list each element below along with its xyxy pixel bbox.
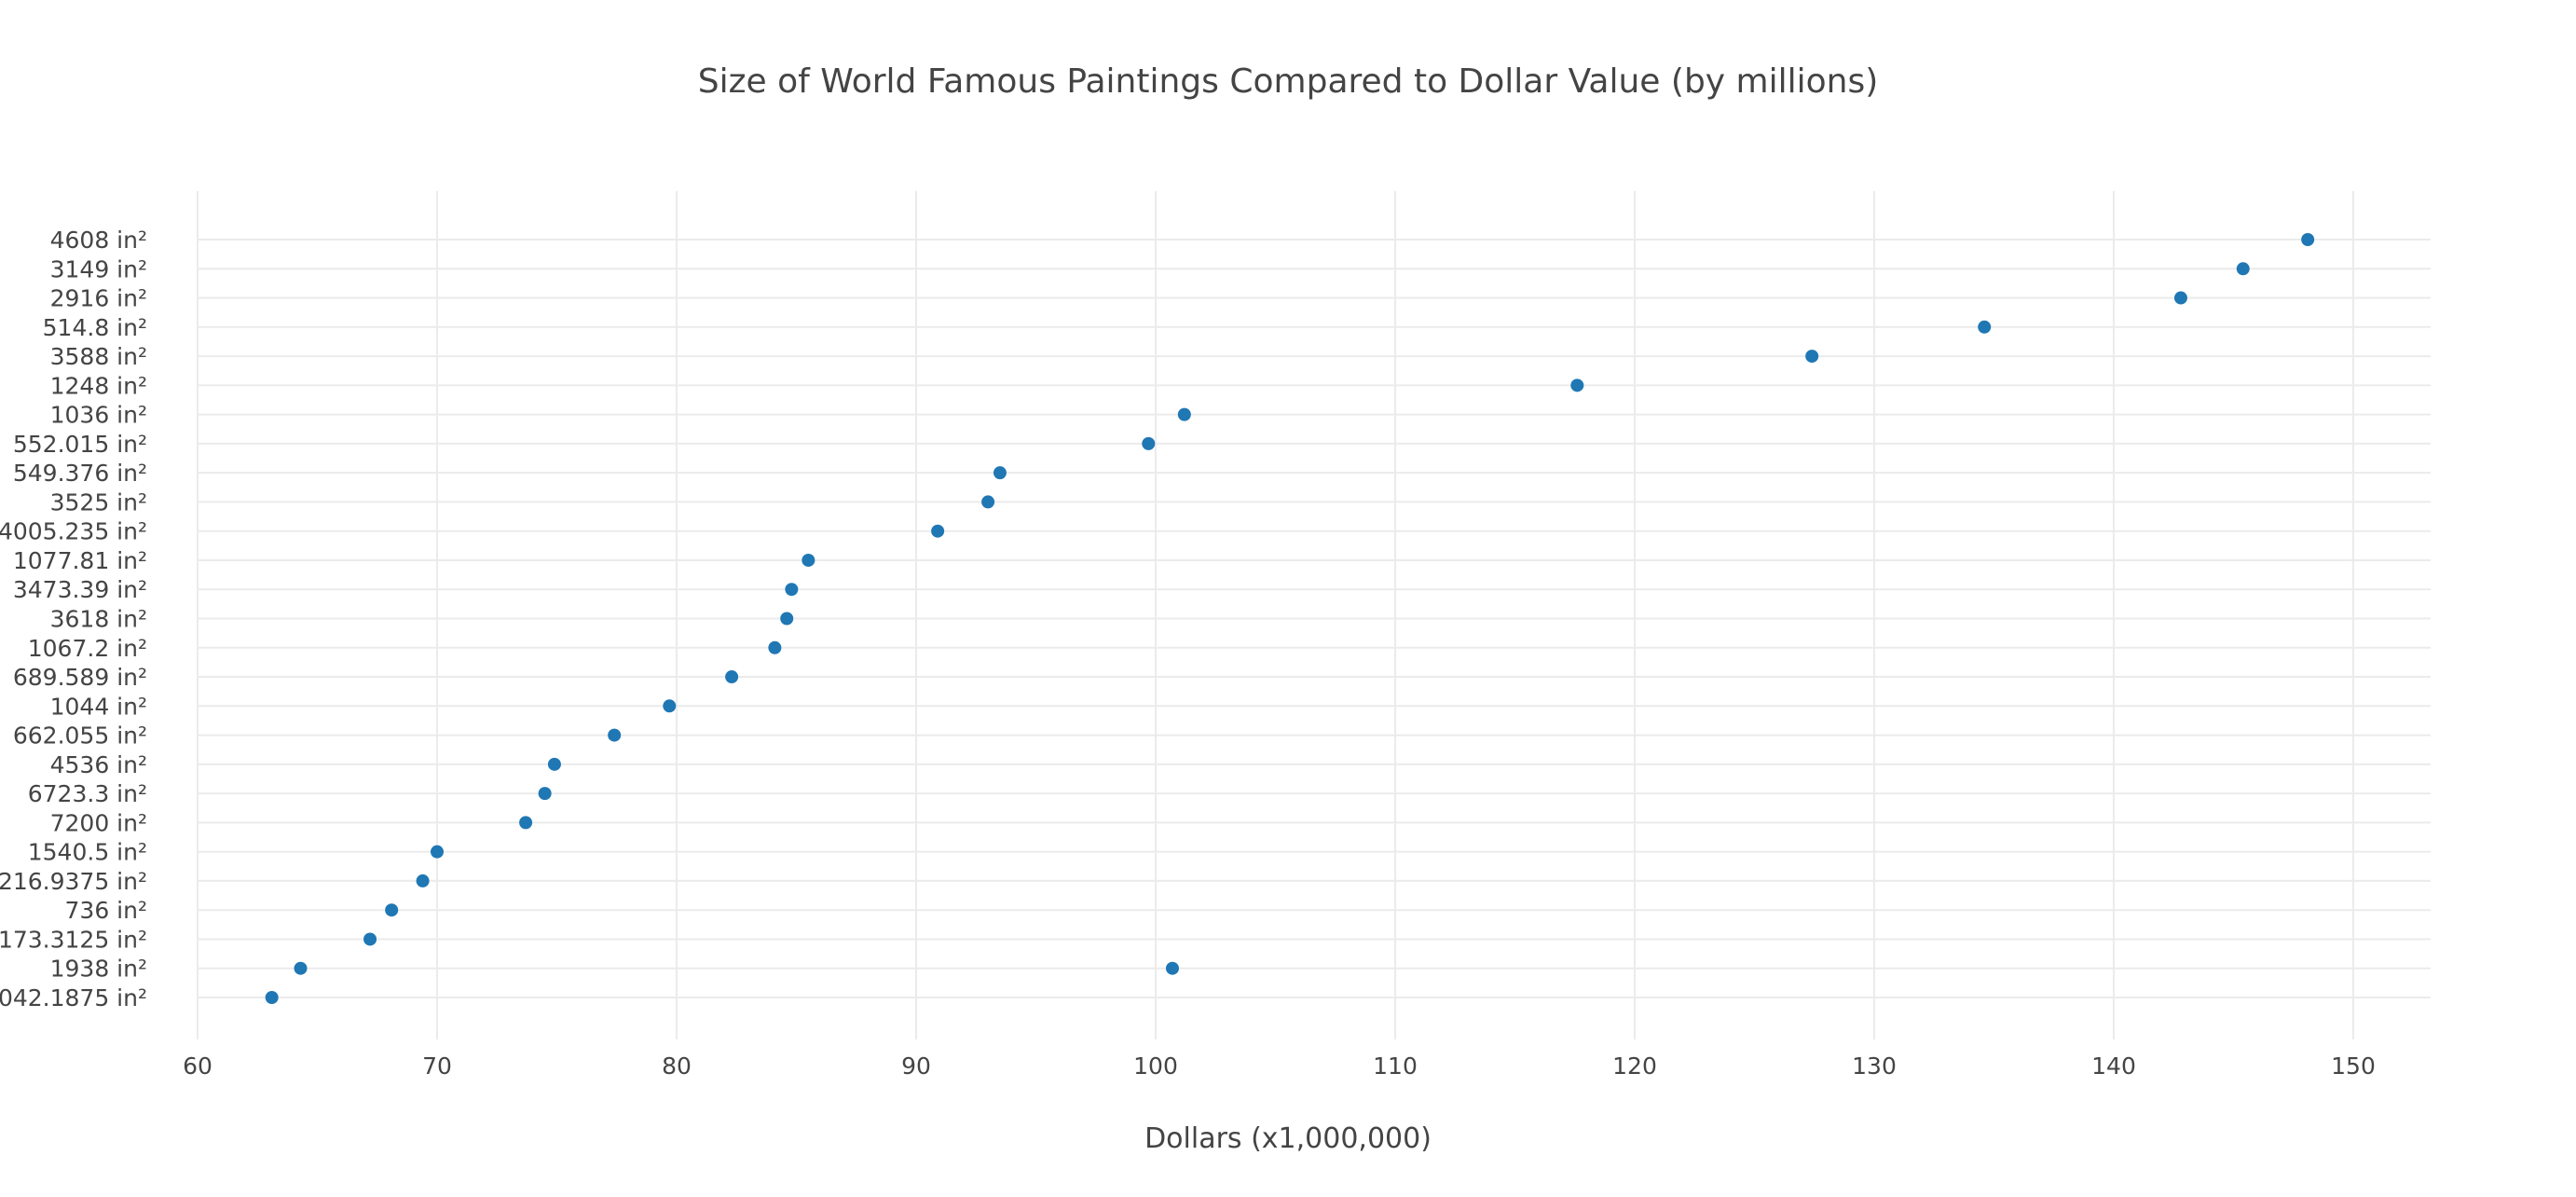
- data-point[interactable]: [2301, 233, 2315, 246]
- x-tick-label: 100: [1133, 1053, 1178, 1080]
- data-point[interactable]: [1978, 320, 1992, 334]
- data-point[interactable]: [538, 787, 552, 801]
- x-tick-label: 130: [1852, 1053, 1897, 1080]
- y-tick-label: 552.015 in²: [13, 431, 147, 458]
- y-tick-label: 1067.2 in²: [28, 635, 147, 662]
- y-tick-label: 1248 in²: [50, 372, 147, 399]
- data-point[interactable]: [294, 961, 308, 975]
- y-tick-label: 4005.235 in²: [0, 518, 147, 545]
- y-tick-label: 3588 in²: [50, 343, 147, 370]
- chart-title: Size of World Famous Paintings Compared …: [698, 62, 1879, 101]
- data-point[interactable]: [431, 845, 444, 859]
- y-tick-label: 662.055 in²: [13, 722, 147, 750]
- y-tick-label: 689.589 in²: [13, 664, 147, 691]
- x-tick-label: 90: [901, 1053, 931, 1080]
- data-point[interactable]: [802, 553, 815, 567]
- data-point[interactable]: [780, 612, 794, 626]
- y-tick-label: 1540.5 in²: [28, 839, 147, 866]
- x-tick-label: 60: [183, 1053, 212, 1080]
- x-tick-label: 150: [2331, 1053, 2376, 1080]
- x-tick-label: 70: [422, 1053, 452, 1080]
- data-point[interactable]: [1805, 350, 1819, 364]
- x-axis-title: Dollars (x1,000,000): [1144, 1122, 1432, 1155]
- y-tick-label: 216.9375 in²: [0, 868, 147, 895]
- y-tick-label: 1036 in²: [50, 402, 147, 429]
- data-point[interactable]: [416, 874, 430, 887]
- data-point[interactable]: [385, 903, 399, 917]
- y-tick-label: 4536 in²: [50, 751, 147, 778]
- y-tick-label: 4608 in²: [50, 227, 147, 254]
- x-tick-label: 80: [662, 1053, 692, 1080]
- data-point[interactable]: [725, 670, 739, 684]
- y-tick-label: 042.1875 in²: [0, 984, 147, 1011]
- data-point[interactable]: [2173, 291, 2187, 305]
- y-tick-label: 736 in²: [65, 897, 147, 924]
- data-point[interactable]: [1177, 407, 1191, 421]
- y-tick-label: 549.376 in²: [13, 460, 147, 487]
- y-tick-label: 3473.39 in²: [13, 576, 147, 603]
- data-point[interactable]: [993, 466, 1007, 480]
- data-point[interactable]: [2236, 262, 2250, 276]
- data-point[interactable]: [931, 524, 945, 538]
- x-tick-label: 110: [1373, 1053, 1418, 1080]
- y-tick-label: 6723.3 in²: [28, 780, 147, 807]
- data-point[interactable]: [608, 728, 622, 742]
- data-point[interactable]: [1570, 378, 1584, 392]
- y-tick-label: 3149 in²: [50, 255, 147, 282]
- y-tick-label: 7200 in²: [50, 809, 147, 836]
- data-point[interactable]: [1165, 961, 1179, 975]
- data-point[interactable]: [768, 640, 782, 654]
- data-point[interactable]: [663, 699, 677, 713]
- gridlines: [197, 191, 2431, 1039]
- data-point[interactable]: [981, 495, 995, 509]
- data-point[interactable]: [1142, 436, 1156, 450]
- y-tick-label: 3618 in²: [50, 606, 147, 633]
- y-tick-label: 514.8 in²: [43, 314, 147, 341]
- x-tick-label: 120: [1612, 1053, 1657, 1080]
- x-tick-label: 140: [2091, 1053, 2136, 1080]
- data-points: [265, 233, 2315, 1004]
- y-tick-label: 1044 in²: [50, 693, 147, 720]
- data-point[interactable]: [363, 932, 377, 946]
- data-point[interactable]: [785, 583, 799, 597]
- data-point[interactable]: [519, 816, 533, 830]
- y-tick-label: 3525 in²: [50, 488, 147, 516]
- y-tick-label: 173.3125 in²: [0, 926, 147, 953]
- y-tick-label: 1938 in²: [50, 956, 147, 983]
- data-point[interactable]: [265, 991, 279, 1004]
- x-axis-tick-labels: 60 70 80 90 100 110 120 130 140 150: [183, 1053, 2376, 1080]
- y-tick-label: 2916 in²: [50, 285, 147, 312]
- data-point[interactable]: [547, 757, 561, 771]
- y-tick-label: 1077.81 in²: [13, 547, 147, 574]
